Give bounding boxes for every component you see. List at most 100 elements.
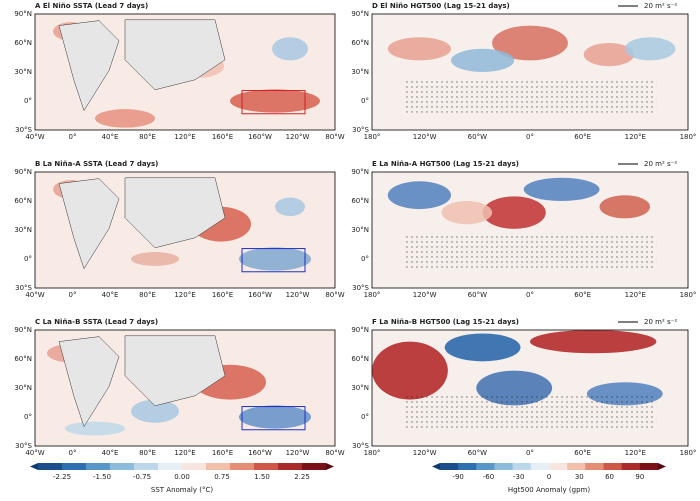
lon-tick-label: 160°E: [212, 133, 233, 141]
lat-tick-label: 0°: [361, 97, 369, 105]
stippling: [403, 393, 657, 429]
colorbar-segment: [603, 463, 622, 470]
colorbar-tick-label: 0.00: [174, 473, 190, 481]
lon-tick-label: 160°E: [212, 449, 233, 457]
lon-tick-label: 60°E: [574, 291, 591, 299]
lon-tick-label: 80°W: [325, 133, 344, 141]
continent: [58, 20, 120, 112]
anomaly-region: [387, 181, 451, 210]
lat-tick-label: 90°N: [14, 10, 32, 18]
ocean-box: [241, 248, 306, 273]
colorbar-segment: [567, 463, 586, 470]
stippling: [403, 235, 657, 271]
colorbar-extend: [432, 463, 440, 470]
colorbar-tick-label: -30: [513, 473, 524, 481]
colorbar-segment: [278, 463, 303, 470]
lon-tick-label: 80°W: [325, 449, 344, 457]
lon-tick-label: 0°: [526, 133, 534, 141]
lat-tick-label: 30°N: [14, 226, 32, 234]
vector-reference: 20 m² s⁻²: [644, 318, 677, 326]
lon-tick-label: 80°W: [325, 291, 344, 299]
colorbar-segment: [621, 463, 641, 470]
colorbar-tick-label: 1.50: [254, 473, 270, 481]
continent: [124, 19, 226, 91]
lon-tick-label: 120°E: [625, 291, 646, 299]
anomaly-region: [492, 25, 568, 61]
lon-tick-label: 60°E: [574, 449, 591, 457]
panel-title: E La Niña-A HGT500 (Lag 15-21 days): [372, 160, 519, 168]
colorbar-segment: [440, 463, 459, 470]
colorbar-extend: [326, 463, 334, 470]
lat-tick-label: 0°: [24, 413, 32, 421]
lon-tick-label: 180°: [680, 133, 697, 141]
lon-tick-label: 60°E: [574, 133, 591, 141]
continent: [58, 178, 120, 270]
lat-tick-label: 30°S: [15, 284, 32, 292]
anomaly-region: [372, 341, 448, 400]
colorbar-tick-label: 60: [605, 473, 614, 481]
anomaly-region: [131, 252, 179, 266]
lat-tick-label: 30°N: [14, 68, 32, 76]
map-frame: [34, 13, 336, 131]
lon-tick-label: 160°E: [212, 291, 233, 299]
lon-tick-label: 120°W: [286, 133, 310, 141]
lat-tick-label: 30°S: [352, 284, 369, 292]
anomaly-region: [530, 330, 657, 354]
colorbar-segment: [62, 463, 87, 470]
lat-tick-label: 30°S: [15, 442, 32, 450]
colorbar-extend: [30, 463, 38, 470]
lon-tick-label: 120°W: [286, 291, 310, 299]
colorbar-segment: [86, 463, 111, 470]
lon-tick-label: 60°W: [468, 133, 487, 141]
lat-tick-label: 30°S: [352, 126, 369, 134]
anomaly-region: [275, 197, 305, 217]
lat-tick-label: 0°: [24, 255, 32, 263]
lon-tick-label: 120°W: [413, 133, 437, 141]
colorbar-segment: [302, 463, 327, 470]
panel-title: F La Niña-B HGT500 (Lag 15-21 days): [372, 318, 519, 326]
lat-tick-label: 60°N: [14, 197, 32, 205]
lon-tick-label: 0°: [526, 449, 534, 457]
colorbar-segment: [158, 463, 183, 470]
lat-tick-label: 60°N: [351, 39, 369, 47]
lat-tick-label: 60°N: [14, 39, 32, 47]
colorbar-segment: [38, 463, 63, 470]
anomaly-region: [65, 421, 125, 436]
ocean-box: [241, 406, 306, 431]
lon-tick-label: 40°E: [102, 449, 119, 457]
anomaly-region: [599, 195, 651, 219]
lat-tick-label: 30°S: [352, 442, 369, 450]
lon-tick-label: 40°E: [102, 291, 119, 299]
stippling: [403, 77, 657, 113]
lon-tick-label: 160°W: [248, 133, 272, 141]
colorbar-tick-label: 90: [635, 473, 644, 481]
lat-tick-label: 30°N: [351, 226, 369, 234]
colorbar-segment: [110, 463, 135, 470]
lat-tick-label: 30°N: [351, 68, 369, 76]
vector-reference: 20 m² s⁻²: [644, 2, 677, 10]
lon-tick-label: 60°W: [468, 449, 487, 457]
colorbar-segment: [230, 463, 255, 470]
panel-title: D El Niño HGT500 (Lag 15-21 days): [372, 2, 510, 10]
colorbar-label: SST Anomaly (°C): [151, 486, 213, 494]
colorbar-segment: [530, 463, 550, 470]
colorbar-tick-label: 0.75: [214, 473, 230, 481]
ocean-box: [241, 90, 306, 115]
anomaly-region: [441, 201, 493, 225]
anomaly-region: [239, 405, 311, 429]
colorbar-segment: [639, 463, 659, 470]
colorbar-segment: [494, 463, 513, 470]
lon-tick-label: 160°W: [248, 449, 272, 457]
lon-tick-label: 40°W: [25, 133, 44, 141]
continent: [124, 177, 226, 249]
lat-tick-label: 30°N: [14, 384, 32, 392]
lon-tick-label: 0°: [526, 291, 534, 299]
colorbar-tick-label: 0: [547, 473, 551, 481]
colorbar-segment: [182, 463, 207, 470]
lat-tick-label: 0°: [24, 97, 32, 105]
lon-tick-label: 160°W: [248, 291, 272, 299]
lon-tick-label: 120°W: [413, 291, 437, 299]
colorbar-tick-label: -0.75: [133, 473, 151, 481]
map-frame: [371, 13, 689, 131]
